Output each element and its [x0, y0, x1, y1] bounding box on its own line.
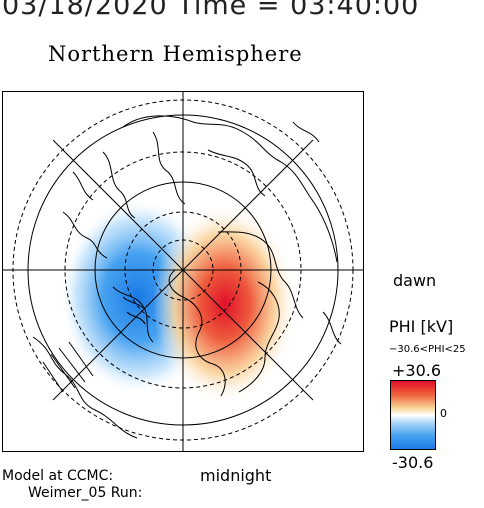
potential-cells [60, 199, 297, 404]
colorbar [390, 380, 436, 450]
positive-potential-cell [153, 204, 297, 404]
midnight-label: midnight [200, 466, 272, 485]
meridian-line [52, 139, 314, 401]
model-label: Model at CCMC: [2, 468, 114, 484]
colorbar-title: PHI [kV] [389, 317, 454, 336]
header-datetime: 03/18/2020 Time = 03:40:00 [2, 0, 420, 21]
dawn-label: dawn [393, 271, 437, 290]
colorbar-range: −30.6<PHI<25 [389, 344, 466, 355]
colorbar-zero-label: 0 [440, 407, 447, 420]
polar-map [2, 91, 364, 452]
colorbar-min-label: -30.6 [392, 453, 434, 472]
colorbar-max-label: +30.6 [392, 361, 442, 380]
coastlines [32, 115, 342, 439]
run-label: Weimer_05 Run: [28, 485, 143, 501]
graticule [3, 92, 363, 451]
map-title: Northern Hemisphere [48, 42, 303, 66]
